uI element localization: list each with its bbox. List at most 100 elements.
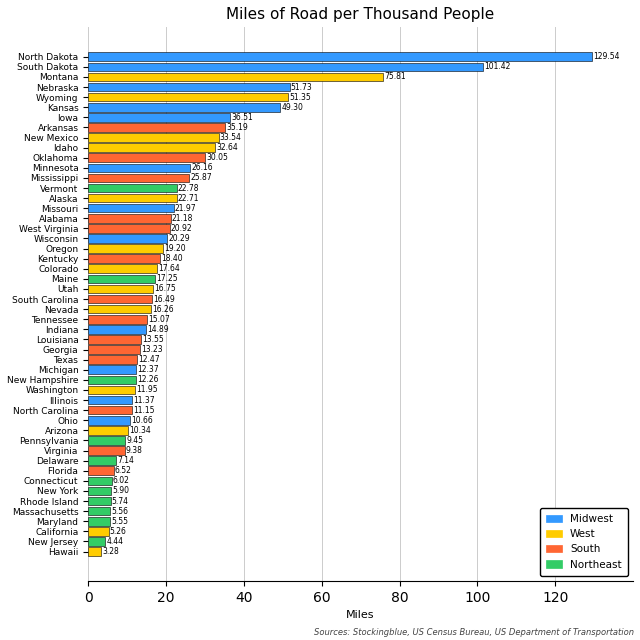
Bar: [88, 497, 111, 506]
Text: 5.26: 5.26: [110, 527, 127, 536]
Bar: [88, 335, 141, 344]
Bar: [88, 456, 116, 465]
X-axis label: Miles: Miles: [346, 611, 375, 620]
Text: 13.23: 13.23: [141, 345, 163, 354]
Text: 10.66: 10.66: [131, 416, 152, 425]
Bar: [88, 254, 160, 263]
Bar: [88, 446, 125, 455]
Text: 9.38: 9.38: [126, 446, 143, 455]
Text: 20.29: 20.29: [168, 234, 190, 243]
Bar: [88, 396, 132, 404]
Text: 7.14: 7.14: [117, 456, 134, 465]
Bar: [88, 285, 154, 293]
Text: 15.07: 15.07: [148, 315, 170, 324]
Bar: [88, 224, 170, 233]
Bar: [88, 163, 190, 172]
Text: 14.89: 14.89: [147, 325, 169, 334]
Bar: [88, 93, 288, 101]
Bar: [88, 467, 113, 475]
Text: 17.25: 17.25: [156, 275, 178, 284]
Bar: [88, 345, 140, 354]
Bar: [88, 355, 137, 364]
Bar: [88, 264, 157, 273]
Bar: [88, 436, 125, 445]
Text: 12.26: 12.26: [137, 375, 159, 385]
Bar: [88, 527, 109, 536]
Text: 20.92: 20.92: [171, 224, 193, 233]
Text: 11.37: 11.37: [134, 396, 156, 404]
Text: 18.40: 18.40: [161, 254, 182, 263]
Bar: [88, 52, 593, 61]
Bar: [88, 365, 136, 374]
Text: 49.30: 49.30: [281, 103, 303, 112]
Bar: [88, 123, 225, 132]
Text: 22.71: 22.71: [178, 194, 199, 203]
Text: 32.64: 32.64: [216, 143, 238, 152]
Text: 12.37: 12.37: [138, 365, 159, 374]
Bar: [88, 477, 111, 485]
Text: 51.35: 51.35: [289, 93, 311, 102]
Bar: [88, 204, 173, 212]
Bar: [88, 73, 383, 81]
Text: 36.51: 36.51: [232, 113, 253, 122]
Bar: [88, 325, 146, 333]
Bar: [88, 143, 215, 152]
Text: 11.95: 11.95: [136, 385, 157, 394]
Text: 4.44: 4.44: [107, 537, 124, 546]
Text: 16.75: 16.75: [154, 285, 176, 294]
Bar: [88, 214, 171, 223]
Bar: [88, 113, 230, 122]
Text: 5.55: 5.55: [111, 516, 128, 525]
Text: 6.52: 6.52: [115, 466, 132, 476]
Bar: [88, 173, 189, 182]
Text: 5.90: 5.90: [112, 486, 129, 495]
Bar: [88, 416, 130, 424]
Bar: [88, 275, 156, 283]
Title: Miles of Road per Thousand People: Miles of Road per Thousand People: [227, 7, 495, 22]
Bar: [88, 547, 101, 556]
Bar: [88, 154, 205, 162]
Text: 129.54: 129.54: [593, 52, 620, 61]
Bar: [88, 406, 132, 415]
Text: 25.87: 25.87: [190, 173, 212, 182]
Text: 10.34: 10.34: [129, 426, 151, 435]
Bar: [88, 386, 134, 394]
Text: 33.54: 33.54: [220, 133, 242, 142]
Text: 5.74: 5.74: [111, 497, 129, 506]
Text: 3.28: 3.28: [102, 547, 119, 556]
Bar: [88, 295, 152, 303]
Text: 35.19: 35.19: [227, 123, 248, 132]
Text: 13.55: 13.55: [142, 335, 164, 344]
Text: 6.02: 6.02: [113, 476, 130, 485]
Bar: [88, 184, 177, 192]
Text: 16.26: 16.26: [152, 305, 174, 314]
Bar: [88, 507, 110, 515]
Text: 101.42: 101.42: [484, 62, 511, 71]
Bar: [88, 517, 110, 525]
Bar: [88, 194, 177, 202]
Bar: [88, 305, 152, 314]
Text: 26.16: 26.16: [191, 163, 212, 172]
Text: 5.56: 5.56: [111, 507, 128, 516]
Text: 17.64: 17.64: [158, 264, 180, 273]
Text: 16.49: 16.49: [154, 294, 175, 303]
Text: 75.81: 75.81: [385, 72, 406, 81]
Text: 30.05: 30.05: [206, 153, 228, 162]
Bar: [88, 63, 483, 71]
Text: 9.45: 9.45: [126, 436, 143, 445]
Bar: [88, 315, 147, 324]
Bar: [88, 426, 129, 435]
Bar: [88, 537, 106, 546]
Text: 11.15: 11.15: [132, 406, 154, 415]
Text: 19.20: 19.20: [164, 244, 186, 253]
Text: Sources: Stockingblue, US Census Bureau, US Department of Transportation: Sources: Stockingblue, US Census Bureau,…: [314, 628, 634, 637]
Text: 21.97: 21.97: [175, 204, 196, 212]
Bar: [88, 234, 167, 243]
Legend: Midwest, West, South, Northeast: Midwest, West, South, Northeast: [540, 508, 628, 576]
Bar: [88, 83, 289, 92]
Bar: [88, 376, 136, 384]
Text: 12.47: 12.47: [138, 355, 159, 364]
Bar: [88, 486, 111, 495]
Text: 21.18: 21.18: [172, 214, 193, 223]
Text: 51.73: 51.73: [291, 83, 312, 92]
